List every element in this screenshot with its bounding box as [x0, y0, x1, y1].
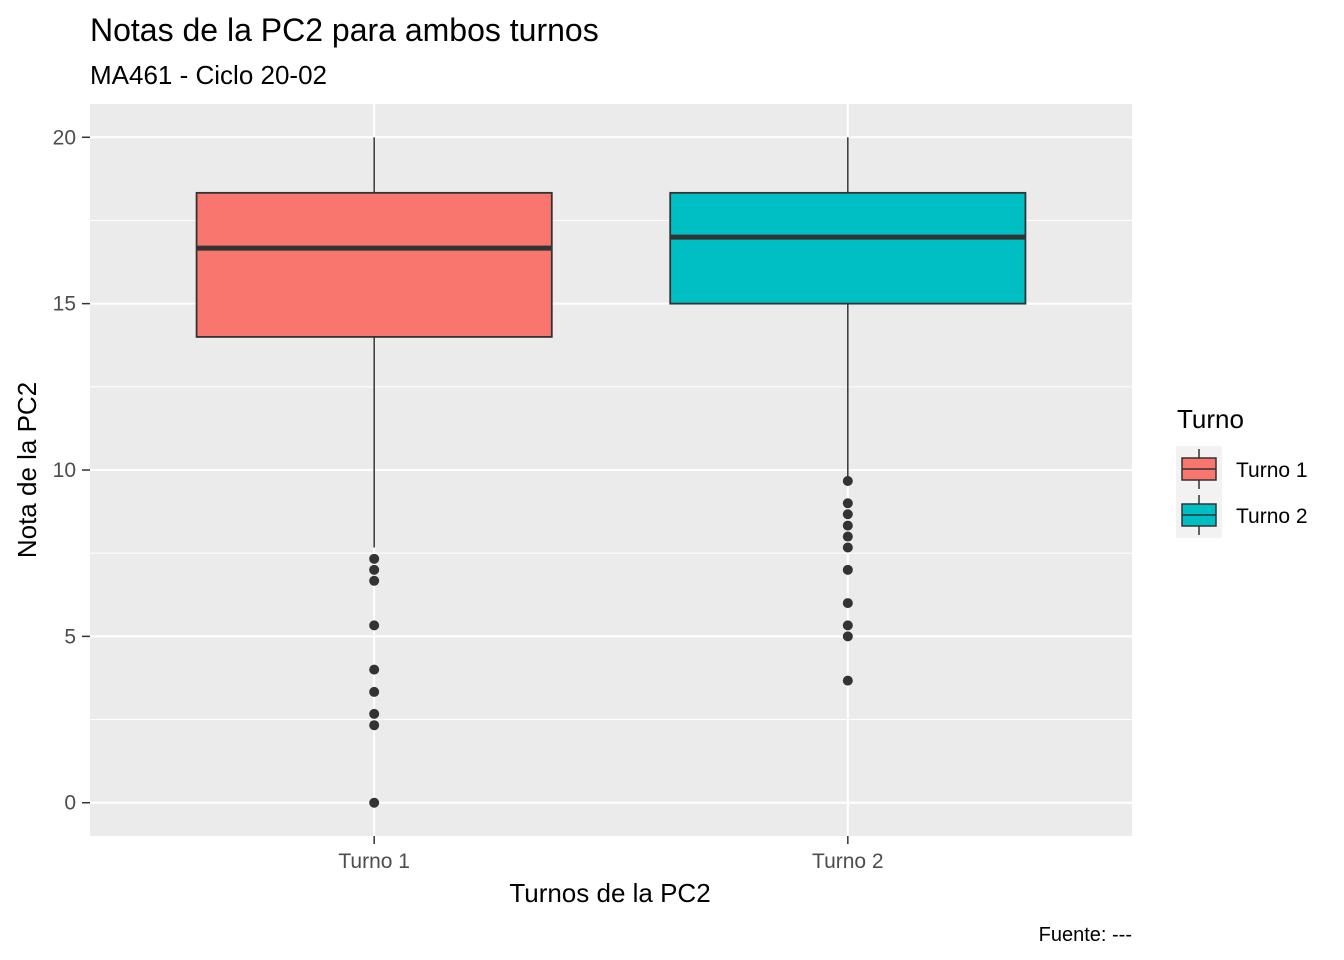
box-iqr	[195, 191, 553, 338]
box-2	[669, 137, 1027, 686]
outlier-point	[369, 575, 380, 586]
outlier-point	[842, 531, 853, 542]
legend: Turno Turno 1 Turno 2	[1176, 404, 1308, 538]
legend-key-2: Turno 2	[1176, 492, 1308, 538]
y-tick-label: 10	[53, 459, 76, 482]
x-tick-label: Turno 2	[812, 850, 884, 873]
x-axis-title: Turnos de la PC2	[509, 878, 710, 908]
outlier-point	[369, 686, 380, 697]
outlier-point	[369, 620, 380, 631]
chart-caption: Fuente: ---	[1039, 924, 1132, 946]
legend-label: Turno 2	[1236, 505, 1308, 528]
y-tick-label: 15	[53, 293, 76, 316]
outlier-point	[842, 631, 853, 642]
outlier-point	[842, 520, 853, 531]
legend-title: Turno	[1177, 404, 1244, 434]
y-tick-label: 20	[53, 126, 76, 149]
outlier-point	[369, 553, 380, 564]
outlier-point	[369, 708, 380, 719]
legend-key-1: Turno 1	[1176, 446, 1308, 492]
boxplots	[195, 137, 1027, 808]
y-tick-label: 0	[64, 792, 76, 815]
outlier-point	[842, 498, 853, 509]
outlier-point	[842, 675, 853, 686]
outlier-point	[369, 564, 380, 575]
x-tick-label: Turno 1	[338, 850, 410, 873]
outlier-point	[842, 564, 853, 575]
legend-label: Turno 1	[1236, 459, 1308, 482]
outlier-point	[842, 598, 853, 609]
outlier-point	[842, 475, 853, 486]
outlier-point	[369, 797, 380, 808]
chart-title: Notas de la PC2 para ambos turnos	[90, 12, 599, 48]
outlier-point	[369, 664, 380, 675]
y-axis-title: Nota de la PC2	[12, 382, 42, 558]
y-axis: 0 5 10 15 20	[53, 126, 90, 815]
outlier-point	[842, 620, 853, 631]
box-iqr	[669, 191, 1027, 305]
box-1	[195, 137, 553, 808]
y-tick-label: 5	[64, 625, 76, 648]
chart-subtitle: MA461 - Ciclo 20-02	[90, 60, 327, 90]
outlier-point	[842, 542, 853, 553]
outlier-point	[369, 720, 380, 731]
x-axis: Turno 1 Turno 2	[338, 836, 884, 873]
outlier-point	[842, 509, 853, 520]
